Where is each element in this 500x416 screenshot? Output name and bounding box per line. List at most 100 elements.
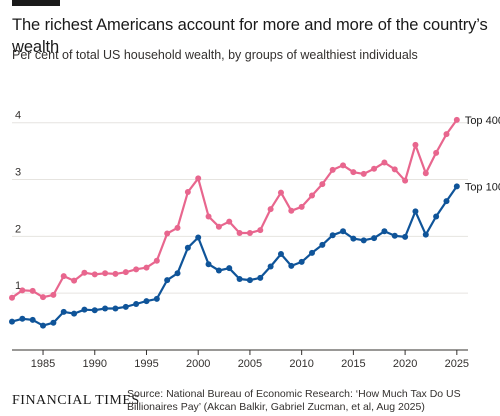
data-point-top-400 [102, 270, 109, 277]
data-point-top-100 [319, 241, 326, 248]
chart-subtitle: Per cent of total US household wealth, b… [12, 48, 418, 62]
data-point-top-400 [257, 227, 264, 234]
x-tick-label: 1990 [83, 358, 107, 370]
data-point-top-100 [102, 305, 109, 312]
y-tick-label: 4 [15, 110, 21, 122]
data-point-top-400 [19, 287, 26, 294]
x-tick-label: 1985 [31, 358, 55, 370]
data-point-top-100 [174, 270, 181, 277]
data-point-top-400 [412, 141, 419, 148]
data-point-top-100 [71, 310, 78, 317]
data-point-top-100 [60, 308, 67, 315]
data-point-top-400 [422, 170, 429, 177]
data-point-top-100 [236, 275, 243, 282]
data-point-top-100 [164, 277, 171, 284]
data-point-top-400 [50, 291, 57, 298]
data-point-top-400 [9, 294, 15, 301]
data-point-top-400 [381, 159, 388, 166]
data-point-top-100 [298, 258, 305, 265]
data-point-top-400 [195, 175, 202, 182]
data-point-top-100 [205, 261, 212, 268]
data-point-top-400 [453, 116, 460, 123]
x-tick-label: 1995 [134, 358, 158, 370]
data-point-top-400 [329, 166, 336, 173]
data-point-top-100 [257, 274, 264, 281]
data-point-top-400 [402, 177, 409, 184]
data-point-top-100 [195, 234, 202, 241]
data-point-top-100 [277, 250, 284, 257]
y-tick-label: 1 [15, 280, 21, 292]
data-point-top-400 [288, 207, 295, 214]
data-point-top-400 [143, 264, 150, 271]
data-point-top-400 [40, 294, 47, 301]
data-point-top-100 [122, 303, 129, 310]
data-point-top-400 [174, 224, 181, 231]
data-point-top-400 [226, 218, 233, 225]
data-point-top-400 [81, 269, 88, 276]
data-point-top-100 [50, 319, 57, 326]
x-tick-label: 2020 [393, 358, 417, 370]
x-tick-label: 2000 [186, 358, 210, 370]
data-point-top-400 [133, 266, 140, 273]
data-point-top-100 [340, 228, 347, 235]
x-tick-label: 2015 [341, 358, 365, 370]
data-point-top-100 [267, 263, 274, 270]
data-point-top-400 [277, 189, 284, 196]
data-point-top-100 [422, 231, 429, 238]
data-point-top-400 [29, 287, 36, 294]
data-point-top-100 [40, 322, 47, 329]
data-point-top-100 [391, 232, 398, 239]
data-point-top-400 [391, 166, 398, 173]
data-point-top-100 [29, 316, 36, 323]
data-point-top-400 [443, 131, 450, 138]
data-point-top-100 [153, 295, 160, 302]
data-point-top-100 [412, 208, 419, 215]
data-point-top-400 [215, 223, 222, 230]
y-tick-label: 3 [15, 167, 21, 179]
data-point-top-100 [215, 267, 222, 274]
data-point-top-100 [288, 262, 295, 269]
x-tick-label: 2005 [238, 358, 262, 370]
financial-times-logo: FINANCIAL TIMES [12, 393, 140, 408]
data-point-top-400 [360, 170, 367, 177]
data-point-top-400 [60, 273, 67, 280]
data-point-top-100 [226, 265, 233, 272]
data-point-top-400 [236, 229, 243, 236]
data-point-top-100 [329, 232, 336, 239]
data-point-top-400 [184, 189, 191, 196]
data-point-top-400 [122, 269, 129, 276]
data-point-top-100 [402, 233, 409, 240]
data-point-top-100 [350, 235, 357, 242]
data-point-top-100 [184, 244, 191, 251]
data-point-top-100 [381, 228, 388, 235]
data-point-top-100 [443, 198, 450, 205]
data-point-top-100 [19, 315, 26, 322]
data-point-top-100 [9, 318, 15, 325]
data-point-top-400 [91, 271, 98, 278]
data-point-top-100 [371, 235, 378, 242]
data-point-top-100 [309, 249, 315, 256]
series-label-top-400: Top 400 [465, 115, 500, 127]
data-point-top-100 [360, 237, 367, 244]
x-tick-label: 2010 [289, 358, 313, 370]
data-point-top-400 [246, 229, 253, 236]
data-point-top-400 [71, 277, 78, 284]
data-point-top-400 [340, 162, 347, 169]
data-point-top-100 [81, 306, 88, 313]
source-note: Source: National Bureau of Economic Rese… [127, 388, 461, 413]
data-point-top-400 [267, 206, 274, 213]
data-point-top-400 [298, 203, 305, 210]
data-point-top-400 [433, 149, 440, 156]
chart-title: The richest Americans account for more a… [12, 16, 488, 56]
series-label-top-100: Top 100 [465, 181, 500, 193]
data-point-top-100 [143, 298, 150, 305]
data-point-top-400 [205, 213, 212, 220]
data-point-top-100 [91, 307, 98, 314]
data-point-top-400 [112, 270, 119, 277]
top-rule [12, 0, 60, 6]
series-line-top-100 [11, 185, 458, 327]
data-point-top-400 [309, 192, 315, 199]
data-point-top-400 [371, 165, 378, 172]
data-point-top-100 [133, 300, 140, 307]
